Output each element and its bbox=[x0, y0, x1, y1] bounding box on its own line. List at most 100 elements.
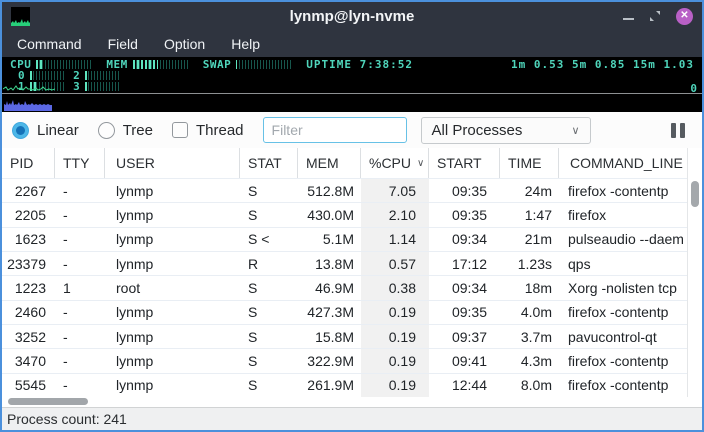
linear-radio[interactable] bbox=[12, 121, 29, 139]
header-cell-cmd[interactable]: COMMAND_LINE bbox=[559, 148, 702, 178]
table-row[interactable]: 2267- lynmp S 512.8M 7.05 09:35 24m firefox -co… bbox=[2, 178, 702, 203]
process-activity-graph bbox=[4, 100, 52, 111]
header-cell-pid[interactable]: PID bbox=[2, 148, 55, 178]
statusbar: Process count: 241 bbox=[2, 407, 702, 430]
chevron-down-icon: ∨ bbox=[571, 124, 580, 137]
cell-mem: 5.1M bbox=[322, 231, 354, 248]
cell-cmd: pavucontrol-qt bbox=[568, 328, 657, 345]
vertical-scrollbar-handle[interactable] bbox=[691, 181, 699, 207]
header-cell-time[interactable]: TIME bbox=[500, 148, 559, 178]
header-cell-stat[interactable]: STAT bbox=[240, 148, 298, 178]
tree-radio[interactable] bbox=[97, 121, 115, 139]
menu-item-option[interactable]: Option bbox=[163, 35, 206, 52]
cell-start: 09:35 bbox=[451, 182, 487, 199]
header-cell-cpu[interactable]: %CPU ∨ bbox=[361, 148, 429, 178]
cell-stat: S bbox=[248, 352, 258, 369]
cell-cpu: 0.19 bbox=[361, 324, 429, 349]
cell-cpu: 0.57 bbox=[361, 251, 429, 276]
core-label: 3 bbox=[73, 79, 81, 93]
horizontal-scrollbar[interactable] bbox=[2, 397, 702, 407]
mem-label: MEM bbox=[106, 57, 128, 71]
pause-icon bbox=[671, 122, 676, 138]
tree-radio-label: Tree bbox=[122, 121, 153, 139]
table-row[interactable]: 2460- lynmp S 427.3M 0.19 09:35 4.0m firefox -c… bbox=[2, 299, 702, 324]
cell-user: lynmp bbox=[116, 352, 154, 369]
header-cell-start[interactable]: START bbox=[429, 148, 500, 178]
cell-tty: - bbox=[63, 304, 68, 321]
core-label: 0 bbox=[18, 68, 26, 82]
thread-checkbox[interactable] bbox=[172, 122, 188, 138]
table-row[interactable]: 3470- lynmp S 322.9M 0.19 09:41 4.3m firefox -c… bbox=[2, 348, 702, 373]
core-meter bbox=[30, 81, 65, 91]
cell-user: lynmp bbox=[116, 206, 154, 223]
cell-stat: S bbox=[248, 206, 258, 223]
header-label: PID bbox=[10, 155, 34, 171]
table-body: 2267- lynmp S 512.8M 7.05 09:35 24m firefox -co… bbox=[2, 178, 702, 397]
pause-icon bbox=[680, 122, 685, 138]
cpu-label: CPU bbox=[10, 57, 32, 71]
table-row[interactable]: 1623- lynmp S < 5.1M 1.14 09:34 21m pulseaudio … bbox=[2, 226, 702, 251]
menu-item-command[interactable]: Command bbox=[17, 35, 82, 52]
thread-checkbox-label: Thread bbox=[196, 121, 244, 139]
cell-mem: 46.9M bbox=[315, 279, 354, 296]
cell-cmd: firefox -contentp bbox=[568, 377, 669, 394]
app-icon[interactable] bbox=[11, 6, 30, 26]
cell-mem: 261.9M bbox=[307, 377, 354, 394]
cell-user: lynmp bbox=[116, 182, 154, 199]
cell-cmd: firefox -contentp bbox=[568, 182, 669, 199]
menubar: Command Field Option Help bbox=[2, 30, 702, 57]
pause-button[interactable] bbox=[671, 122, 685, 138]
cell-mem: 322.9M bbox=[307, 352, 354, 369]
cell-pid: 5545 bbox=[14, 377, 46, 394]
chevron-down-icon: ∨ bbox=[417, 157, 425, 169]
cell-tty: 1 bbox=[63, 279, 71, 296]
minimize-icon[interactable] bbox=[623, 18, 634, 20]
table-row[interactable]: 5545- lynmp S 261.9M 0.19 12:44 8.0m firefox -c… bbox=[2, 372, 702, 397]
menu-item-field[interactable]: Field bbox=[107, 35, 138, 52]
cell-cmd: firefox bbox=[568, 206, 607, 223]
cell-mem: 15.8M bbox=[315, 328, 354, 345]
header-label: COMMAND_LINE bbox=[570, 155, 683, 171]
cell-start: 09:34 bbox=[451, 279, 487, 296]
cell-tty: - bbox=[63, 255, 68, 272]
maximize-icon[interactable] bbox=[649, 10, 661, 22]
cell-start: 09:35 bbox=[451, 206, 487, 223]
cell-user: lynmp bbox=[116, 377, 154, 394]
vertical-scrollbar[interactable] bbox=[687, 148, 702, 397]
header-cell-tty[interactable]: TTY bbox=[55, 148, 105, 178]
cell-time: 21m bbox=[524, 231, 552, 248]
cell-time: 3.7m bbox=[520, 328, 552, 345]
header-cell-user[interactable]: USER bbox=[105, 148, 240, 178]
cell-time: 1.23s bbox=[517, 255, 552, 272]
cell-pid: 3470 bbox=[14, 352, 46, 369]
cell-tty: - bbox=[63, 182, 68, 199]
cell-tty: - bbox=[63, 206, 68, 223]
process-filter-select[interactable]: All Processes ∨ bbox=[420, 116, 591, 144]
cell-user: lynmp bbox=[116, 255, 154, 272]
process-table: PID TTY USER STAT MEM %CPU ∨ START TIME COMMAND_L… bbox=[2, 148, 702, 397]
cpu-history-graph bbox=[3, 85, 55, 91]
cell-stat: S < bbox=[248, 231, 270, 248]
cell-time: 4.0m bbox=[520, 304, 552, 321]
table-row[interactable]: 3252- lynmp S 15.8M 0.19 09:37 3.7m pavucontrol… bbox=[2, 323, 702, 349]
menu-item-help[interactable]: Help bbox=[231, 35, 260, 52]
core-meter bbox=[85, 81, 120, 91]
cell-cpu: 1.14 bbox=[361, 227, 429, 251]
cell-cmd: firefox -contentp bbox=[568, 352, 669, 369]
cell-stat: S bbox=[248, 279, 258, 296]
cell-cpu: 7.05 bbox=[361, 179, 429, 203]
cell-pid: 23379 bbox=[7, 255, 46, 272]
core-meter bbox=[30, 70, 65, 80]
cell-tty: - bbox=[63, 352, 68, 369]
header-label: TIME bbox=[508, 155, 542, 171]
filter-input[interactable] bbox=[262, 117, 407, 143]
cell-cpu: 0.19 bbox=[361, 349, 429, 373]
horizontal-scrollbar-handle[interactable] bbox=[8, 398, 88, 405]
close-icon[interactable]: ✕ bbox=[676, 7, 693, 25]
table-row[interactable]: 1223 1 root S 46.9M 0.38 09:34 18m Xorg -noliste… bbox=[2, 275, 702, 300]
table-row[interactable]: 2205- lynmp S 430.0M 2.10 09:35 1:47 firefox bbox=[2, 202, 702, 227]
table-row[interactable]: 23379- lynmp R 13.8M 0.57 17:12 1.23s qps bbox=[2, 250, 702, 276]
cell-pid: 1223 bbox=[14, 279, 46, 296]
header-cell-mem[interactable]: MEM bbox=[298, 148, 361, 178]
cell-mem: 427.3M bbox=[307, 304, 354, 321]
